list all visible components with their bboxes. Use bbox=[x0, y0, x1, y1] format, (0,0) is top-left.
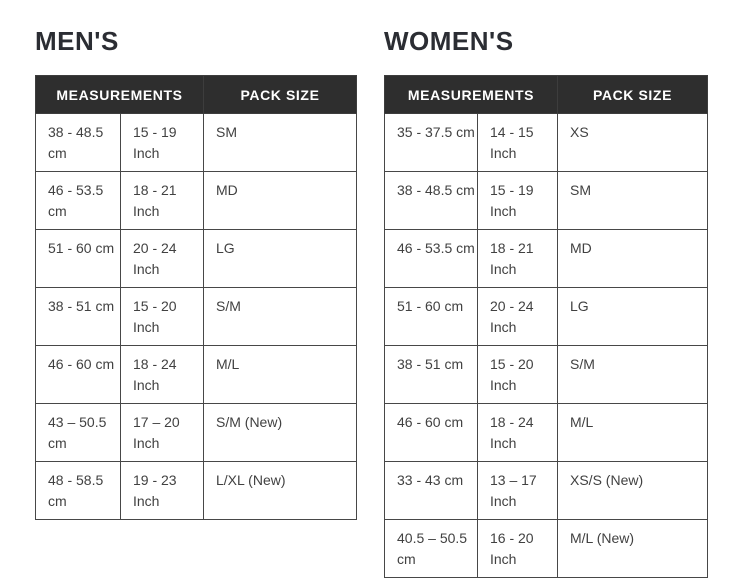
cell-cm: 51 - 60 cm bbox=[384, 287, 478, 346]
cell-cm: 38 - 48.5 cm bbox=[35, 113, 121, 172]
cell-pack-size: SM bbox=[557, 171, 708, 230]
cell-cm: 48 - 58.5 cm bbox=[35, 461, 121, 520]
pack-size-header: PACK SIZE bbox=[557, 75, 708, 114]
cell-pack-size: M/L bbox=[557, 403, 708, 462]
cell-pack-size: MD bbox=[203, 171, 357, 230]
table-row: 46 - 60 cm 18 - 24 Inch M/L bbox=[35, 345, 357, 404]
cell-cm: 46 - 60 cm bbox=[35, 345, 121, 404]
cell-cm: 43 – 50.5 cm bbox=[35, 403, 121, 462]
table-header-row: MEASUREMENTS PACK SIZE bbox=[384, 75, 708, 114]
cell-inch: 18 - 21 Inch bbox=[120, 171, 204, 230]
table-row: 48 - 58.5 cm 19 - 23 Inch L/XL (New) bbox=[35, 461, 357, 520]
cell-inch: 16 - 20 Inch bbox=[477, 519, 558, 578]
mens-size-chart: MEN'S MEASUREMENTS PACK SIZE 38 - 48.5 c… bbox=[35, 28, 357, 578]
cell-pack-size: S/M bbox=[203, 287, 357, 346]
cell-inch: 19 - 23 Inch bbox=[120, 461, 204, 520]
mens-table: MEASUREMENTS PACK SIZE 38 - 48.5 cm 15 -… bbox=[35, 75, 357, 520]
table-row: 38 - 51 cm 15 - 20 Inch S/M bbox=[35, 287, 357, 346]
cell-inch: 15 - 19 Inch bbox=[120, 113, 204, 172]
measurements-header: MEASUREMENTS bbox=[35, 75, 204, 114]
cell-cm: 38 - 51 cm bbox=[35, 287, 121, 346]
table-row: 38 - 48.5 cm 15 - 19 Inch SM bbox=[35, 113, 357, 172]
table-row: 38 - 48.5 cm 15 - 19 Inch SM bbox=[384, 171, 708, 230]
cell-cm: 35 - 37.5 cm bbox=[384, 113, 478, 172]
cell-pack-size: L/XL (New) bbox=[203, 461, 357, 520]
table-row: 35 - 37.5 cm 14 - 15 Inch XS bbox=[384, 113, 708, 172]
measurements-header: MEASUREMENTS bbox=[384, 75, 558, 114]
cell-cm: 38 - 51 cm bbox=[384, 345, 478, 404]
cell-pack-size: SM bbox=[203, 113, 357, 172]
table-row: 38 - 51 cm 15 - 20 Inch S/M bbox=[384, 345, 708, 404]
cell-inch: 15 - 19 Inch bbox=[477, 171, 558, 230]
cell-pack-size: S/M bbox=[557, 345, 708, 404]
cell-cm: 33 - 43 cm bbox=[384, 461, 478, 520]
cell-inch: 14 - 15 Inch bbox=[477, 113, 558, 172]
table-row: 40.5 – 50.5 cm 16 - 20 Inch M/L (New) bbox=[384, 519, 708, 578]
cell-inch: 15 - 20 Inch bbox=[120, 287, 204, 346]
cell-inch: 20 - 24 Inch bbox=[120, 229, 204, 288]
cell-pack-size: M/L bbox=[203, 345, 357, 404]
cell-inch: 15 - 20 Inch bbox=[477, 345, 558, 404]
cell-pack-size: XS bbox=[557, 113, 708, 172]
cell-inch: 18 - 24 Inch bbox=[120, 345, 204, 404]
cell-pack-size: MD bbox=[557, 229, 708, 288]
table-row: 43 – 50.5 cm 17 – 20 Inch S/M (New) bbox=[35, 403, 357, 462]
cell-inch: 18 - 24 Inch bbox=[477, 403, 558, 462]
cell-cm: 46 - 60 cm bbox=[384, 403, 478, 462]
cell-pack-size: LG bbox=[203, 229, 357, 288]
womens-table: MEASUREMENTS PACK SIZE 35 - 37.5 cm 14 -… bbox=[384, 75, 708, 578]
womens-title: WOMEN'S bbox=[384, 26, 514, 56]
cell-cm: 38 - 48.5 cm bbox=[384, 171, 478, 230]
table-header-row: MEASUREMENTS PACK SIZE bbox=[35, 75, 357, 114]
cell-cm: 46 - 53.5 cm bbox=[35, 171, 121, 230]
cell-pack-size: M/L (New) bbox=[557, 519, 708, 578]
cell-inch: 17 – 20 Inch bbox=[120, 403, 204, 462]
cell-cm: 40.5 – 50.5 cm bbox=[384, 519, 478, 578]
cell-cm: 51 - 60 cm bbox=[35, 229, 121, 288]
pack-size-header: PACK SIZE bbox=[203, 75, 357, 114]
womens-size-chart: WOMEN'S MEASUREMENTS PACK SIZE 35 - 37.5… bbox=[384, 28, 708, 578]
table-row: 33 - 43 cm 13 – 17 Inch XS/S (New) bbox=[384, 461, 708, 520]
cell-inch: 20 - 24 Inch bbox=[477, 287, 558, 346]
cell-cm: 46 - 53.5 cm bbox=[384, 229, 478, 288]
table-row: 46 - 60 cm 18 - 24 Inch M/L bbox=[384, 403, 708, 462]
cell-pack-size: S/M (New) bbox=[203, 403, 357, 462]
cell-pack-size: LG bbox=[557, 287, 708, 346]
cell-inch: 18 - 21 Inch bbox=[477, 229, 558, 288]
table-row: 46 - 53.5 cm 18 - 21 Inch MD bbox=[35, 171, 357, 230]
cell-inch: 13 – 17 Inch bbox=[477, 461, 558, 520]
mens-title: MEN'S bbox=[35, 26, 119, 56]
table-row: 51 - 60 cm 20 - 24 Inch LG bbox=[384, 287, 708, 346]
table-row: 46 - 53.5 cm 18 - 21 Inch MD bbox=[384, 229, 708, 288]
cell-pack-size: XS/S (New) bbox=[557, 461, 708, 520]
table-row: 51 - 60 cm 20 - 24 Inch LG bbox=[35, 229, 357, 288]
